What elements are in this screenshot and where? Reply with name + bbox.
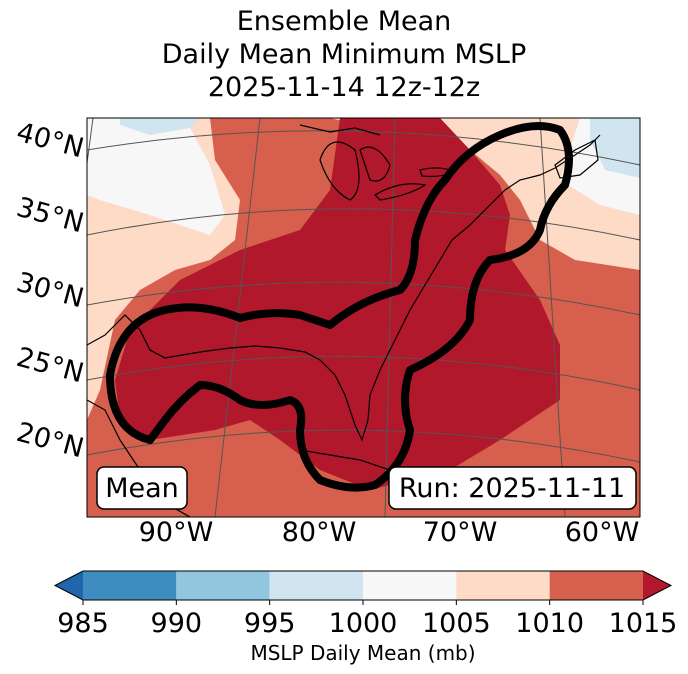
lake-superior (299, 124, 381, 136)
chart-title-line-1: Ensemble Mean (236, 6, 452, 37)
graticule-lat-35 (87, 208, 640, 241)
colorbar-bin-1005-1010 (456, 571, 550, 600)
map-frame (86, 117, 641, 518)
probability-contour (106, 122, 573, 492)
graticule-lat-25 (87, 355, 640, 391)
colorbar-tick-label-1010: 1010 (515, 608, 584, 639)
colorbar-under-arrow (55, 571, 83, 600)
colorbar: 985 990 995 1000 1005 1010 1015 (53, 570, 678, 639)
field-995-1000-nw (120, 118, 200, 135)
lon-label-80: 80°W (282, 517, 357, 548)
lat-label-20: 20°N (13, 417, 87, 465)
run-label: Run: 2025-11-11 (399, 473, 625, 504)
colorbar-bin-985-990 (83, 571, 177, 600)
colorbar-bin-1000-1005 (363, 571, 457, 600)
colorbar-over-arrow (643, 571, 671, 600)
lake-michigan (319, 141, 360, 201)
chart-title-line-2: Daily Mean Minimum MSLP (161, 39, 527, 70)
lon-label-70: 70°W (423, 517, 498, 548)
mean-label: Mean (105, 473, 179, 504)
field-over-1015 (115, 118, 560, 490)
graticule-lon-70 (539, 118, 566, 517)
lon-labels: 90°W 80°W 70°W 60°W (139, 517, 640, 548)
colorbar-bin-995-1000 (269, 571, 363, 600)
graticule-lon-80 (384, 118, 396, 517)
lake-huron (359, 146, 391, 182)
colorbar-tick-label-990: 990 (151, 608, 203, 639)
graticule-lon-60 (668, 118, 688, 517)
lon-label-90: 90°W (139, 517, 214, 548)
lat-label-30: 30°N (13, 267, 87, 315)
colorbar-tick-label-985: 985 (57, 608, 109, 639)
graticule-lat-20 (87, 429, 640, 463)
lake-erie (374, 183, 427, 201)
coastlines (87, 124, 601, 517)
mean-box (96, 466, 188, 510)
run-box (388, 466, 637, 510)
graticule-lat-30 (87, 281, 640, 316)
coastline-gulf-atlantic (87, 134, 601, 442)
lat-label-35: 35°N (13, 192, 87, 240)
lat-labels: 40°N 35°N 30°N 25°N 20°N (13, 117, 87, 465)
coastline-nova-scotia (554, 139, 599, 179)
colorbar-tick-label-1015: 1015 (609, 608, 678, 639)
lat-label-25: 25°N (13, 342, 87, 390)
colorbar-bin-1010-1015 (549, 571, 643, 600)
colorbar-bin-990-995 (176, 571, 270, 600)
lon-label-60: 60°W (565, 517, 640, 548)
lat-label-40: 40°N (13, 117, 87, 165)
colorbar-tick-label-995: 995 (244, 608, 296, 639)
graticule-lat-40 (87, 130, 640, 166)
colorbar-tick-label-1005: 1005 (422, 608, 491, 639)
field-995-1000-ne (590, 118, 640, 178)
chart-title-line-3: 2025-11-14 12z-12z (207, 72, 481, 103)
field-1000-1005-west (87, 118, 225, 235)
colorbar-label: MSLP Daily Mean (mb) (250, 641, 475, 665)
map-field (87, 118, 640, 517)
colorbar-tick-label-1000: 1000 (329, 608, 398, 639)
